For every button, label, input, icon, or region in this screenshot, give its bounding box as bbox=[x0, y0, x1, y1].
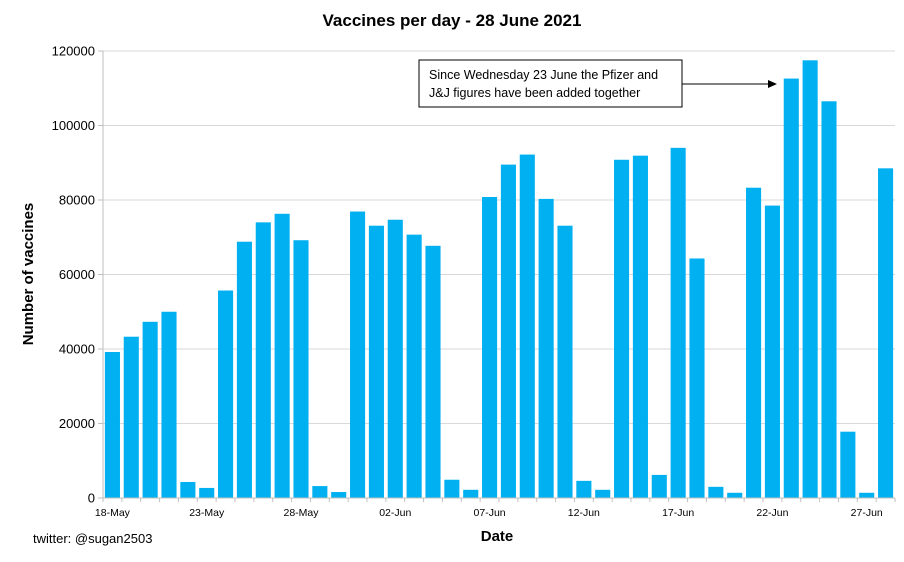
bar-19-May bbox=[123, 336, 139, 498]
bar-22-May bbox=[180, 481, 196, 498]
annotation-box bbox=[418, 59, 683, 108]
bar-15-Jun bbox=[632, 155, 648, 499]
x-axis-ticks: 18-May 23-May 28-May 02-Jun 07-Jun 12-Jun 17-J… bbox=[95, 498, 896, 519]
y-tick-label: 40000 bbox=[59, 342, 95, 357]
bar-18-Jun bbox=[689, 258, 705, 498]
x-tick-label: 28-May bbox=[283, 507, 319, 519]
bar-27-Jun bbox=[859, 492, 875, 498]
x-tick-label: 22-Jun bbox=[756, 507, 788, 519]
bar-16-Jun bbox=[651, 474, 667, 498]
bar-05-Jun bbox=[444, 479, 460, 498]
bar-27-May bbox=[274, 213, 290, 498]
bar-30-May bbox=[331, 492, 347, 498]
y-tick-label: 20000 bbox=[59, 416, 95, 431]
bar-20-Jun bbox=[727, 492, 743, 498]
x-tick-label: 27-Jun bbox=[851, 507, 883, 519]
x-tick-label: 23-May bbox=[189, 507, 225, 519]
y-tick-label: 120000 bbox=[52, 44, 95, 59]
x-axis-title: Date bbox=[481, 528, 514, 545]
bar-13-Jun bbox=[595, 489, 611, 498]
bar-20-May bbox=[142, 321, 158, 498]
bar-21-May bbox=[161, 311, 177, 498]
bar-22-Jun bbox=[764, 205, 780, 498]
annotation-arrowhead bbox=[768, 80, 777, 88]
y-tick-label: 100000 bbox=[52, 118, 95, 133]
y-axis-title: Number of vaccines bbox=[20, 203, 37, 346]
bar-26-May bbox=[255, 222, 271, 498]
bars bbox=[104, 60, 894, 499]
gridlines bbox=[103, 50, 895, 424]
x-tick-label: 12-Jun bbox=[568, 507, 600, 519]
bar-09-Jun bbox=[519, 154, 535, 498]
y-tick-label: 0 bbox=[88, 491, 95, 506]
bar-14-Jun bbox=[614, 159, 630, 498]
x-tick-label: 17-Jun bbox=[662, 507, 694, 519]
bar-04-Jun bbox=[425, 245, 441, 498]
annotation-line-2: J&J figures have been added together bbox=[429, 86, 640, 100]
bar-29-May bbox=[312, 486, 328, 498]
bar-28-May bbox=[293, 240, 309, 499]
bar-23-Jun bbox=[783, 78, 799, 498]
bar-19-Jun bbox=[708, 486, 724, 498]
x-tick-label: 18-May bbox=[95, 507, 131, 519]
bar-25-Jun bbox=[821, 101, 837, 498]
y-tick-label: 60000 bbox=[59, 267, 95, 282]
bar-31-May bbox=[350, 211, 366, 499]
bar-10-Jun bbox=[538, 198, 554, 498]
bar-07-Jun bbox=[482, 197, 498, 498]
credit-text: twitter: @sugan2503 bbox=[33, 531, 152, 546]
bar-03-Jun bbox=[406, 234, 422, 498]
bar-24-Jun bbox=[802, 60, 818, 498]
bar-11-Jun bbox=[557, 225, 573, 498]
y-axis-ticks: 0 20000 40000 60000 80000 100000 120000 bbox=[52, 44, 103, 506]
bar-26-Jun bbox=[840, 431, 856, 498]
bar-28-Jun bbox=[878, 168, 894, 498]
bar-08-Jun bbox=[500, 164, 516, 499]
bar-17-Jun bbox=[670, 147, 686, 498]
x-tick-label: 07-Jun bbox=[474, 507, 506, 519]
bar-18-May bbox=[104, 351, 120, 498]
bar-12-Jun bbox=[576, 480, 592, 498]
bar-01-Jun bbox=[368, 225, 384, 498]
bar-06-Jun bbox=[463, 489, 479, 498]
chart-title: Vaccines per day - 28 June 2021 bbox=[323, 11, 582, 30]
bar-23-May bbox=[199, 487, 215, 498]
bar-02-Jun bbox=[387, 219, 403, 498]
annotation-line-1: Since Wednesday 23 June the Pfizer and bbox=[429, 68, 658, 82]
annotation-callout: Since Wednesday 23 June the Pfizer and J… bbox=[418, 59, 777, 108]
bar-24-May bbox=[218, 290, 234, 498]
bar-21-Jun bbox=[746, 187, 762, 498]
bar-25-May bbox=[236, 241, 252, 498]
y-tick-label: 80000 bbox=[59, 193, 95, 208]
x-tick-label: 02-Jun bbox=[379, 507, 411, 519]
